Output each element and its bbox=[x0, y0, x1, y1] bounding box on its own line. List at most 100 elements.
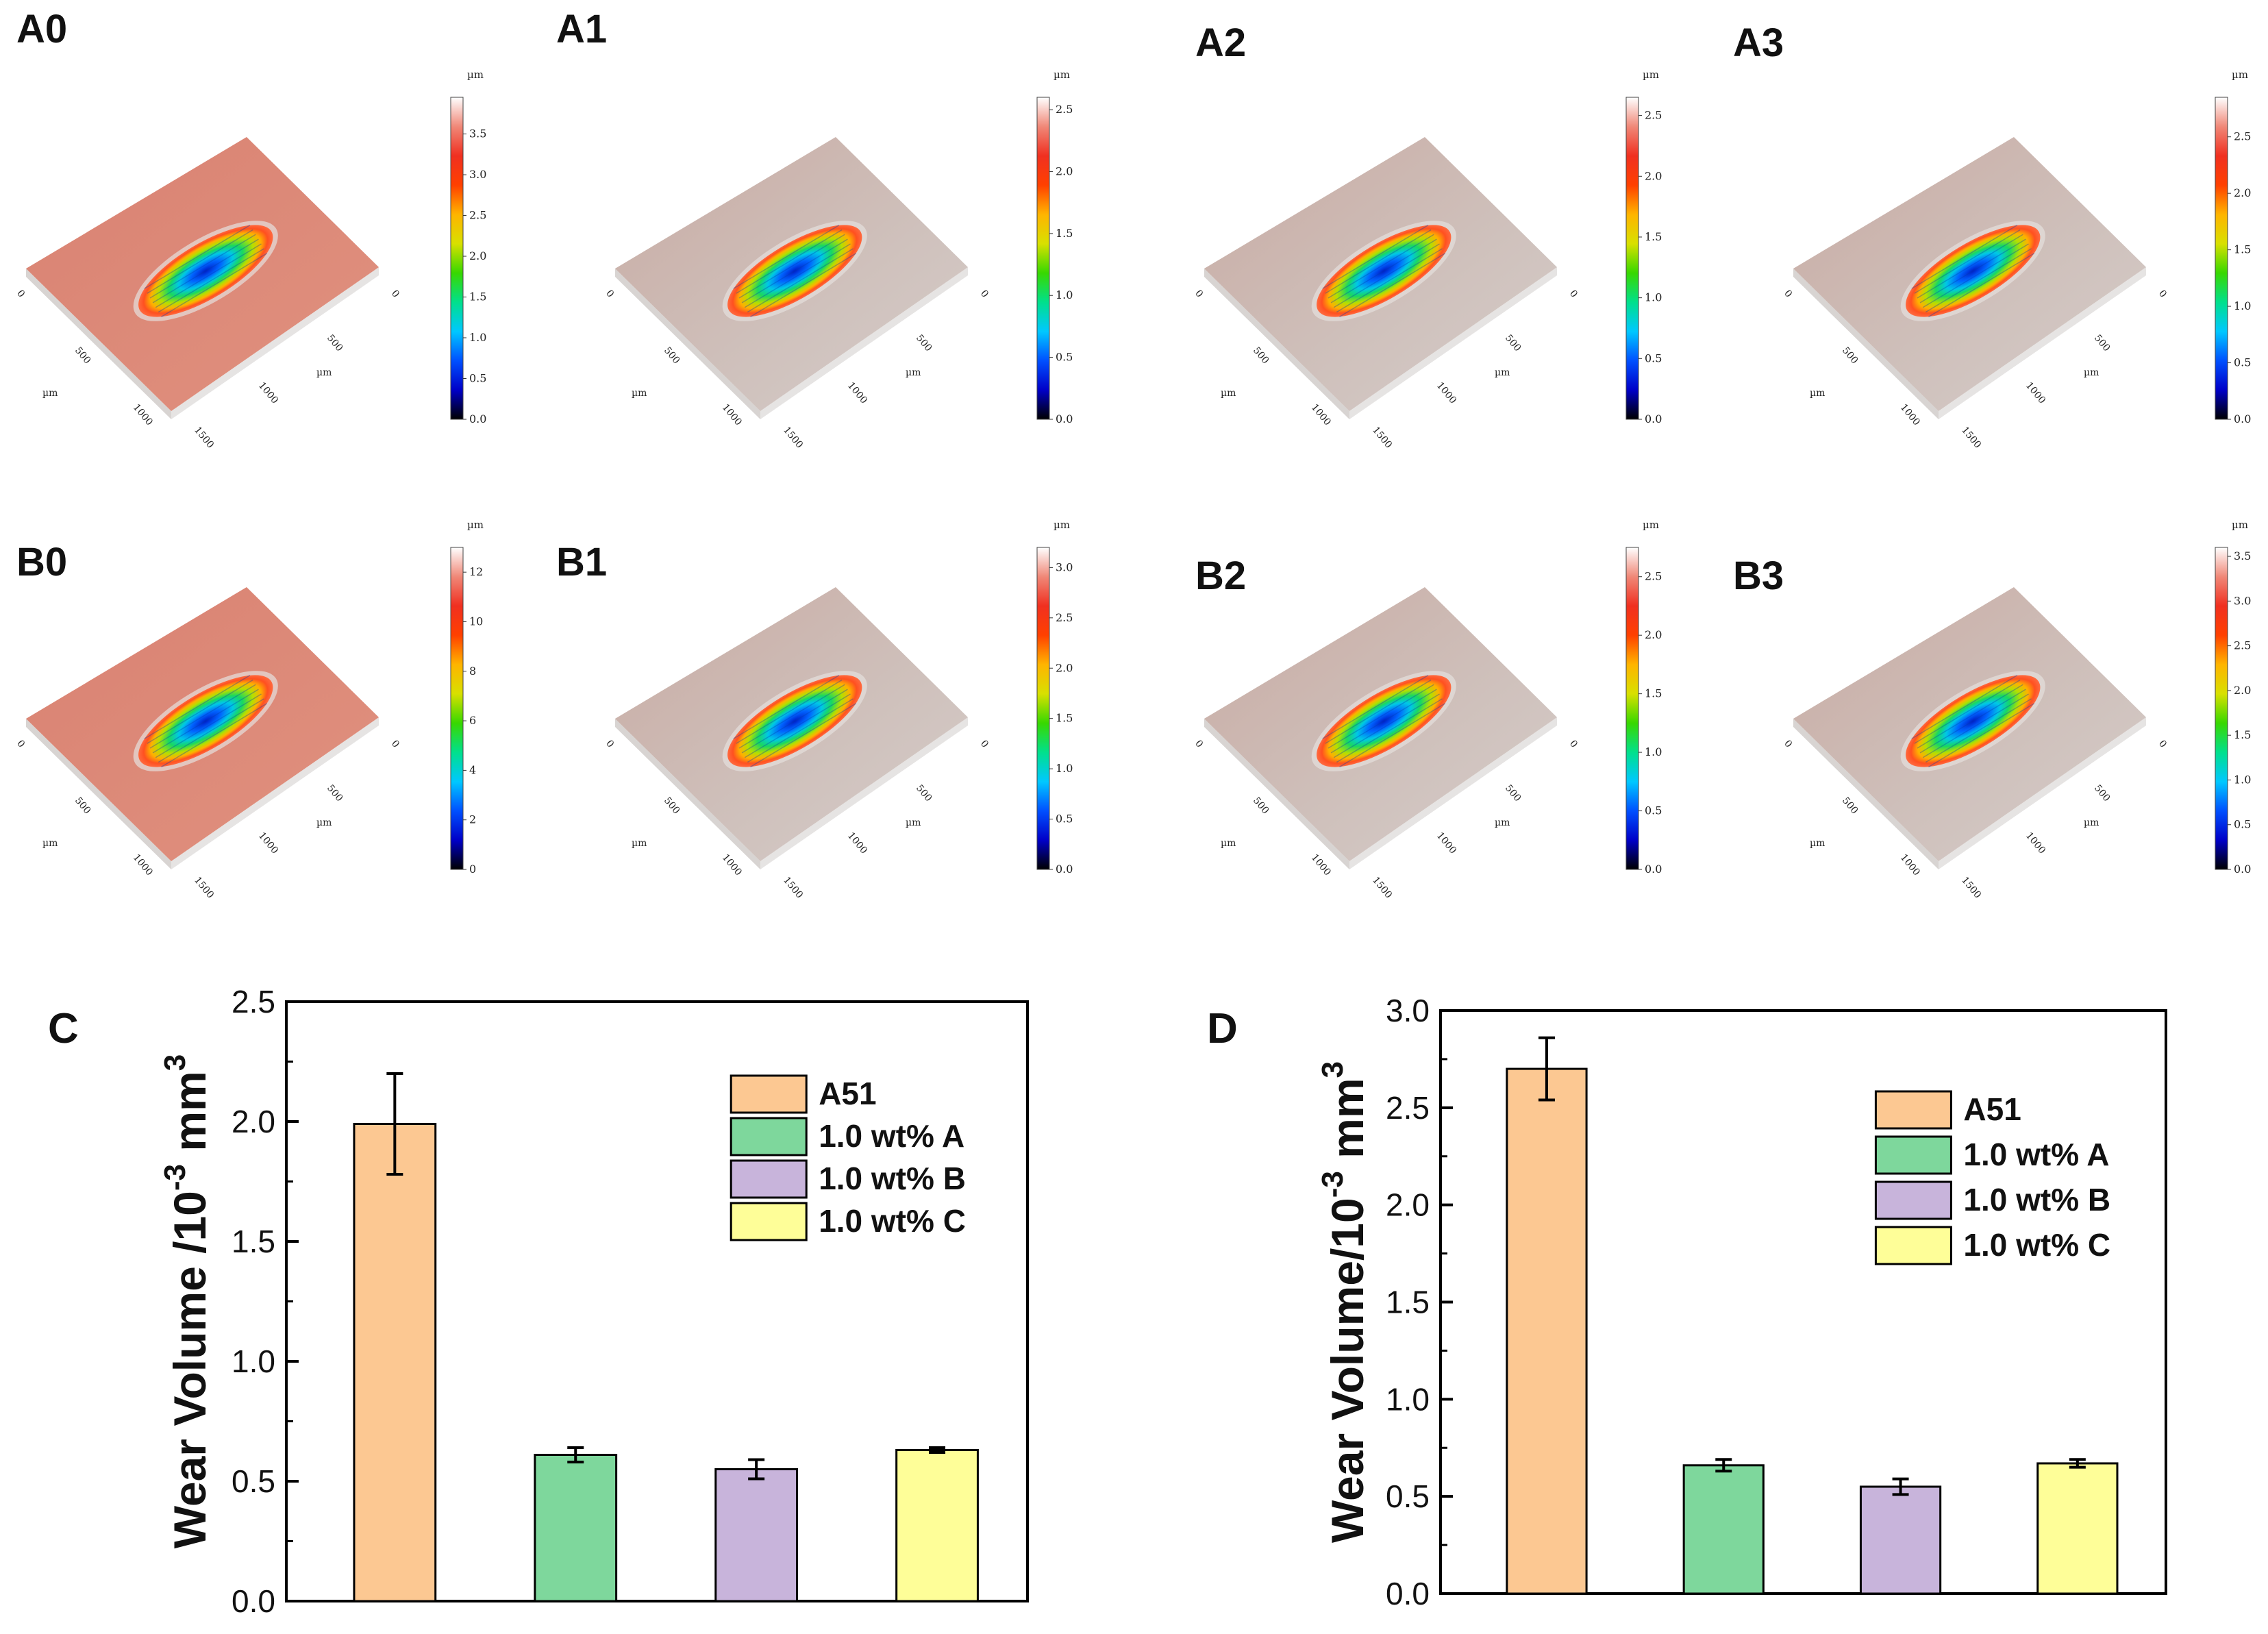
legend-swatch-2 bbox=[1874, 1135, 1952, 1175]
plate-side-left bbox=[1204, 719, 1349, 869]
axis-unit-right: µm bbox=[906, 367, 921, 378]
x-tick-label: 1500 bbox=[192, 875, 216, 901]
y-tick-label: 500 bbox=[1251, 795, 1271, 817]
y-tick-label: 1000 bbox=[720, 402, 744, 428]
x-tick-label: 1000 bbox=[1434, 380, 1458, 406]
x-tick-label: 500 bbox=[914, 783, 934, 804]
scar-groove bbox=[1914, 229, 2021, 294]
panel-b2: B2 0 500 1000 0 500 1000 1500 µm µm µm 0.0 0.5 1.0 1.5… bbox=[1193, 519, 1662, 901]
panel-a2: A2 0 500 1000 0 500 1000 1500 µm µm µm 0.0 0.5 1.0 1.5… bbox=[1193, 21, 1662, 451]
x-tick-label: 0 bbox=[389, 738, 401, 750]
legend-label: 1.0 wt% B bbox=[819, 1161, 966, 1196]
scar-groove bbox=[1925, 698, 2032, 763]
y-axis-label-exp: -3 bbox=[1316, 1171, 1349, 1198]
y-tick-label: 1.5 bbox=[232, 1224, 275, 1259]
scar-groove bbox=[161, 253, 268, 318]
colorbar-unit: µm bbox=[1054, 519, 1070, 531]
wear-scar bbox=[1906, 225, 2041, 317]
x-tick-label: 500 bbox=[1503, 783, 1523, 804]
x-tick-label: 1500 bbox=[781, 875, 805, 901]
legend-swatch-4 bbox=[730, 1202, 808, 1241]
colorbar-tick-label: 0.5 bbox=[2234, 818, 2251, 831]
y-tick-label: 0.5 bbox=[232, 1463, 275, 1499]
panel-label: B3 bbox=[1733, 554, 1784, 598]
scar-groove bbox=[1911, 224, 2018, 289]
axis-unit-left: µm bbox=[1221, 838, 1236, 849]
scar-groove bbox=[1325, 679, 1432, 744]
bar-2 bbox=[1682, 1464, 1765, 1595]
x-tick-label: 0 bbox=[2156, 288, 2169, 299]
x-tick-label: 0 bbox=[1567, 738, 1580, 750]
plate-side-left bbox=[1793, 719, 1939, 869]
y-tick-label: 500 bbox=[1840, 345, 1860, 367]
scar-groove bbox=[152, 238, 259, 304]
axis-unit-left: µm bbox=[632, 838, 647, 849]
colorbar-tick-label: 2.5 bbox=[469, 209, 486, 222]
y-tick-label: 0 bbox=[14, 288, 27, 299]
colorbar-tick-label: 1.5 bbox=[1056, 227, 1073, 240]
x-tick-label: 1500 bbox=[1370, 425, 1394, 451]
x-tick-label: 1000 bbox=[256, 380, 280, 406]
scar-groove bbox=[1325, 229, 1432, 294]
colorbar-unit: µm bbox=[467, 519, 484, 531]
axis-unit-right: µm bbox=[316, 817, 332, 828]
y-tick-label: 1000 bbox=[1898, 852, 1922, 878]
colorbar-tick-label: 3.0 bbox=[1056, 560, 1073, 573]
axis-unit-right: µm bbox=[1495, 367, 1510, 378]
colorbar-tick-label: 1.5 bbox=[1056, 712, 1073, 725]
colorbar-tick-label: 1.5 bbox=[2234, 728, 2251, 741]
colorbar-tick-label: 2.5 bbox=[2234, 639, 2251, 652]
y-tick-label: 500 bbox=[73, 795, 92, 817]
y-tick-label: 1000 bbox=[720, 852, 744, 878]
x-tick-label: 0 bbox=[389, 288, 401, 299]
colorbar-tick-label: 1.5 bbox=[2234, 243, 2251, 256]
scar-groove bbox=[1917, 234, 2023, 299]
x-tick-label: 500 bbox=[2092, 783, 2112, 804]
colorbar-tick-label: 0.0 bbox=[2234, 863, 2251, 876]
wear-scar bbox=[1906, 675, 2041, 767]
axis-unit-right: µm bbox=[2084, 367, 2099, 378]
bar-3 bbox=[714, 1468, 799, 1602]
panel-a1: A1 0 500 1000 0 500 1000 1500 µm µm µm 0.0 0.5 1.0 1.5… bbox=[556, 7, 1073, 451]
axis-unit-right: µm bbox=[906, 817, 921, 828]
colorbar bbox=[450, 547, 464, 870]
scar-groove bbox=[1919, 238, 2026, 304]
colorbar-tick-label: 0.0 bbox=[1056, 863, 1073, 876]
wear-scar bbox=[727, 225, 862, 317]
colorbar-tick-label: 0 bbox=[469, 863, 476, 876]
scar-groove bbox=[1333, 693, 1440, 758]
chart-d: D 0.0 0.5 1.0 1.5 2.0 2.5 3.0 Wear Volume/10-3 m… bbox=[1207, 993, 2167, 1611]
scar-groove bbox=[1322, 674, 1429, 739]
panel-label: A2 bbox=[1195, 21, 1246, 65]
scar-groove bbox=[747, 248, 854, 313]
panel-a3: A3 0 500 1000 0 500 1000 1500 µm µm µm 0.0 0.5 1.0 1.5… bbox=[1733, 21, 2251, 451]
y-tick-label: 1000 bbox=[1898, 402, 1922, 428]
colorbar-tick-label: 2.0 bbox=[1056, 661, 1073, 674]
legend-label: 1.0 wt% A bbox=[1963, 1137, 2109, 1172]
bar-4 bbox=[895, 1449, 979, 1602]
y-tick-label: 2.5 bbox=[1386, 1090, 1430, 1126]
colorbar-tick-label: 0.0 bbox=[1645, 863, 1662, 876]
x-tick-label: 500 bbox=[914, 333, 934, 354]
colorbar bbox=[1036, 97, 1050, 420]
plate-side-left bbox=[615, 269, 760, 419]
panel-b1: B1 0 500 1000 0 500 1000 1500 µm µm µm 0.0 0.5 1.0 1.5… bbox=[556, 519, 1073, 901]
y-axis-label-unit: mm bbox=[1322, 1078, 1373, 1171]
colorbar bbox=[450, 97, 464, 420]
colorbar-tick-label: 1.5 bbox=[469, 290, 486, 304]
colorbar-tick-label: 1.0 bbox=[1645, 745, 1662, 758]
y-tick-label: 1000 bbox=[131, 402, 155, 428]
colorbar-tick-label: 8 bbox=[469, 665, 476, 678]
colorbar-tick-label: 0.5 bbox=[469, 372, 486, 385]
plate-side-left bbox=[26, 269, 171, 419]
x-tick-label: 1500 bbox=[192, 425, 216, 451]
y-tick-label: 500 bbox=[662, 345, 682, 367]
colorbar-tick-label: 4 bbox=[469, 763, 476, 776]
plate-side-left bbox=[1204, 269, 1349, 419]
y-tick-label: 1.5 bbox=[1386, 1285, 1430, 1320]
scar-groove bbox=[750, 253, 857, 318]
colorbar bbox=[1625, 547, 1639, 870]
plate-side-left bbox=[1793, 269, 1939, 419]
y-tick-label: 1000 bbox=[1309, 402, 1333, 428]
y-axis-label-main: Wear Volume /10 bbox=[164, 1191, 215, 1548]
